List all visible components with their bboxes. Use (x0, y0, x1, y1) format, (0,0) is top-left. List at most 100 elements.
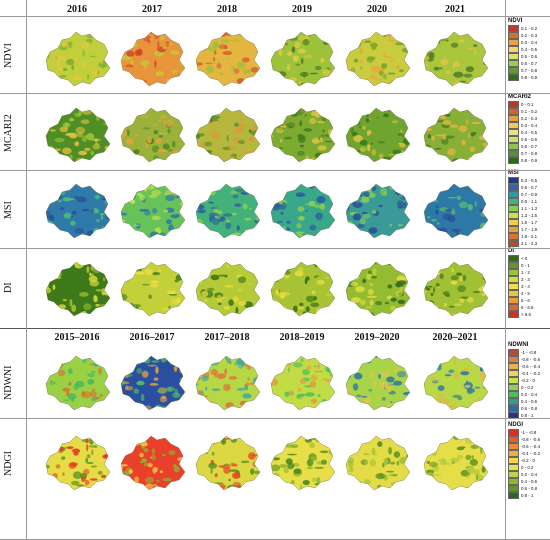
map-patch (46, 270, 47, 274)
map-patch (86, 133, 95, 141)
map-patch (439, 458, 447, 466)
map-patch (378, 70, 384, 76)
map-patch (437, 385, 445, 391)
legend-swatch (508, 25, 519, 32)
map-patch (249, 207, 252, 210)
map-patch (323, 276, 330, 279)
legend-swatch (508, 255, 519, 262)
map-patch (388, 388, 391, 393)
map-patch (296, 151, 305, 156)
map-patch (121, 466, 124, 471)
map-patch (407, 394, 410, 398)
map-patch (271, 205, 281, 211)
map-patch (123, 229, 132, 232)
map-patch (210, 129, 217, 131)
map-patch (121, 223, 122, 228)
map-patch (472, 155, 478, 159)
map-patch (424, 298, 428, 303)
map-patch (452, 158, 463, 162)
map-patch (271, 224, 278, 229)
map-patch (386, 376, 395, 383)
map-patch (316, 262, 324, 267)
map-patch (147, 32, 156, 34)
map-patch (106, 306, 110, 311)
map-patch (309, 117, 316, 125)
map-patch (457, 396, 463, 401)
map-patch (351, 436, 360, 440)
legend-label: 0 - 0.2 (521, 465, 534, 470)
legend-label: -0.8 - -0.6 (521, 357, 541, 362)
map-patch (237, 276, 247, 284)
map-patch (426, 128, 432, 131)
index-map (120, 31, 186, 87)
map-patch (466, 474, 470, 479)
map-patch (346, 229, 350, 237)
map-patch (278, 41, 286, 45)
map-patch (475, 357, 480, 360)
map-patch (84, 147, 91, 152)
map-patch (228, 299, 234, 306)
map-patch (454, 60, 460, 67)
map-patch (70, 220, 76, 226)
map-patch (355, 157, 361, 162)
map-patch (450, 457, 460, 463)
map-patch (424, 139, 426, 143)
map-patch (83, 303, 92, 311)
map-patch (196, 77, 204, 83)
map-patch (102, 356, 109, 360)
map-patch (52, 363, 63, 369)
map-patch (424, 396, 433, 401)
map-patch (58, 446, 64, 454)
map-patch (271, 134, 274, 138)
legend-swatch (508, 349, 519, 356)
map-patch (386, 470, 395, 473)
map-patch (472, 290, 480, 294)
map-patch (159, 232, 167, 238)
map-patch (361, 395, 368, 398)
map-patch (73, 383, 79, 391)
map-patch (237, 289, 242, 292)
map-patch (52, 284, 56, 290)
map-patch (397, 206, 404, 209)
map-patch (395, 290, 403, 297)
map-patch (474, 50, 477, 55)
map-patch (90, 150, 95, 156)
map-patch (323, 231, 332, 235)
map-patch (86, 462, 94, 464)
map-patch (82, 49, 86, 57)
map-patch (181, 269, 185, 277)
map-patch (181, 270, 184, 276)
map-patch (49, 263, 52, 268)
map-patch (313, 365, 317, 368)
legend-item: 1.7 - 1.9 (508, 226, 537, 233)
map-patch (353, 115, 358, 120)
map-patch (249, 108, 255, 111)
legend-item: 0.1 - 0.2 (508, 108, 537, 115)
map-patch (480, 447, 486, 450)
legend-item: 0.2 - 0.3 (508, 115, 537, 122)
map-patch (81, 391, 86, 397)
legend-label: 0.1 - 0.2 (521, 26, 538, 31)
map-patch (168, 450, 176, 456)
map-patch (196, 114, 204, 118)
legend-item: 5 - 6 (508, 297, 533, 304)
map-patch (108, 397, 110, 402)
map-patch (348, 467, 354, 473)
map-patch (153, 129, 159, 135)
map-patch (359, 139, 368, 146)
map-patch (46, 279, 50, 285)
map-patch (325, 184, 333, 190)
row-label: MSI (3, 201, 14, 219)
map-patch (101, 474, 107, 479)
map-patch (202, 395, 209, 398)
map-patch (209, 262, 219, 265)
map-patch (139, 194, 145, 201)
index-map (423, 183, 489, 239)
map-patch (46, 52, 48, 57)
map-patch (297, 393, 306, 397)
map-patch (404, 286, 409, 292)
map-patch (155, 71, 164, 76)
map-patch (46, 154, 48, 157)
map-patch (271, 457, 281, 461)
map-patch (171, 437, 174, 441)
